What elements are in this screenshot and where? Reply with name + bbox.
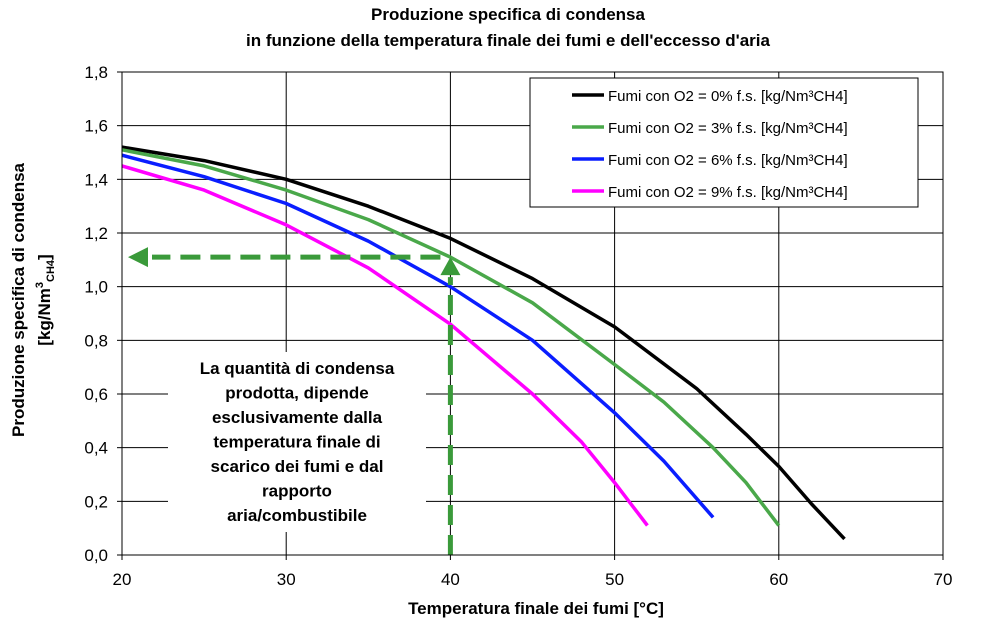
annotation-text-line: rapporto [262,482,332,501]
y-axis-label-sub: CH4 [45,259,57,282]
x-tick-label: 20 [113,570,132,589]
annotation-text-line: La quantità di condensa [200,359,395,378]
y-axis-label-line1: Produzione specifica di condensa [9,162,28,436]
annotation-text-box [168,352,426,532]
y-tick-label: 1,4 [84,170,108,189]
x-tick-label: 50 [605,570,624,589]
y-tick-label: 1,2 [84,224,108,243]
series-layer [121,145,846,541]
y-axis-label-sup: 3 [34,282,46,288]
y-axis-label-suffix: ] [35,254,54,260]
x-tick-labels: 20 30 40 50 60 70 [113,555,953,589]
annotation-arrowhead-up [440,257,461,276]
annotation-text-line: esclusivamente dalla [212,408,383,427]
annotation-arrow [128,247,461,555]
legend: Fumi con O2 = 0% f.s. [kg/Nm³CH4] Fumi co… [529,77,919,208]
x-tick-label: 70 [934,570,953,589]
y-tick-labels: 0,0 0,2 0,4 0,6 0,8 1,0 1,2 1,4 1,6 1,8 [84,63,122,565]
x-axis-label: Temperatura finale dei fumi [°C] [408,599,664,618]
annotation-text: La quantità di condensa prodotta, dipende… [168,352,426,532]
y-tick-label: 1,0 [84,278,108,297]
chart-title: Produzione specifica di condensa [371,5,645,24]
y-tick-label: 0,8 [84,331,108,350]
annotation-arrowhead-left [128,247,148,268]
annotation-text-line: scarico dei fumi e dal [211,457,384,476]
y-tick-label: 1,8 [84,63,108,82]
legend-box [529,77,919,208]
x-tick-label: 60 [769,570,788,589]
legend-label-1: Fumi con O2 = 3% f.s. [kg/Nm³CH4] [608,120,848,137]
y-tick-label: 0,2 [84,492,108,511]
chart-subtitle: in funzione della temperatura finale dei… [246,31,770,50]
annotation-text-line: aria/combustibile [227,506,367,525]
y-tick-label: 0,0 [84,546,108,565]
y-tick-label: 0,6 [84,385,108,404]
series-line-3 [121,164,649,527]
legend-label-2: Fumi con O2 = 6% f.s. [kg/Nm³CH4] [608,152,848,169]
plot-area-frame [121,71,944,556]
legend-label-3: Fumi con O2 = 9% f.s. [kg/Nm³CH4] [608,184,848,201]
y-tick-label: 1,6 [84,117,108,136]
y-axis-label-prefix: [kg/Nm [35,288,54,346]
series-line-0 [121,145,846,541]
series-line-1 [121,148,781,527]
y-axis-label-line2: [kg/Nm3CH4] [34,254,57,345]
annotation-text-line: prodotta, dipende [225,384,369,403]
x-tick-label: 30 [277,570,296,589]
legend-label-0: Fumi con O2 = 0% f.s. [kg/Nm³CH4] [608,88,848,105]
annotation-text-line: temperatura finale di [213,433,380,452]
series-line-2 [121,153,715,519]
y-tick-label: 0,4 [84,439,108,458]
x-tick-label: 40 [441,570,460,589]
